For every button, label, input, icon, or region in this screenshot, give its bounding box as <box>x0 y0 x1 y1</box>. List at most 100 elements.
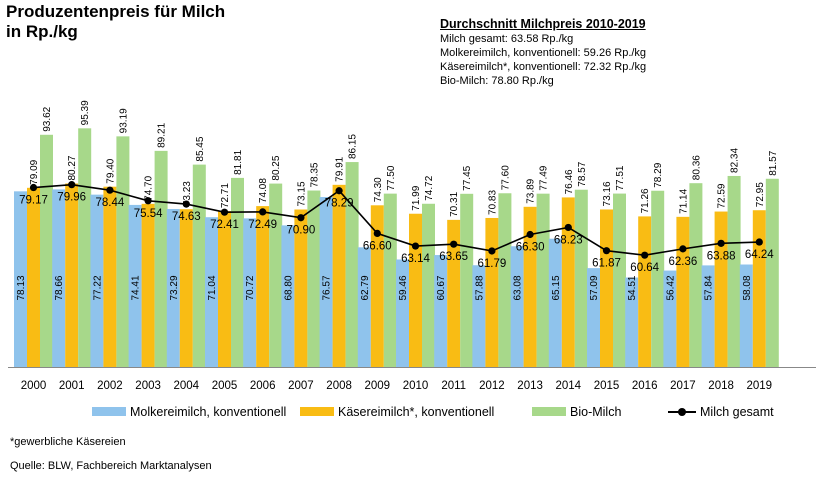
data-label-milch-gesamt: 64.24 <box>745 249 774 261</box>
data-label-milch-gesamt: 78.44 <box>96 197 125 209</box>
data-label-kaesereimilch: 71.99 <box>411 185 422 210</box>
x-tick-label: 2011 <box>441 380 466 392</box>
x-tick-label: 2006 <box>250 380 276 392</box>
bar-molkereimilch <box>128 204 142 367</box>
bar-molkereimilch <box>357 247 371 367</box>
bar-molkereimilch <box>90 194 104 367</box>
data-label-milch-gesamt: 66.30 <box>516 242 545 254</box>
bar-kaesereimilch <box>179 209 193 367</box>
data-label-bio-milch: 93.19 <box>118 108 129 133</box>
bar-bio-milch <box>765 178 779 367</box>
point-milch-gesamt <box>450 240 458 248</box>
x-tick-label: 2004 <box>174 380 200 392</box>
data-label-molkereimilch: 73.29 <box>169 275 180 300</box>
x-tick-label: 2014 <box>556 380 582 392</box>
data-label-bio-milch: 86.15 <box>348 134 359 159</box>
bar-molkereimilch <box>243 218 257 367</box>
bar-kaesereimilch <box>752 210 766 367</box>
data-label-milch-gesamt: 68.23 <box>554 234 583 246</box>
bar-kaesereimilch <box>294 209 308 367</box>
data-label-kaesereimilch: 71.26 <box>640 188 651 213</box>
bar-bio-milch <box>422 203 435 367</box>
legend-label-kaesereimilch: Käsereimilch*, konventionell <box>338 405 495 419</box>
x-tick-label: 2008 <box>326 380 352 392</box>
data-label-molkereimilch: 68.80 <box>283 275 294 300</box>
bar-bio-milch <box>727 175 741 367</box>
legend-swatch-molkereimilch <box>92 407 126 417</box>
bar-kaesereimilch <box>65 183 79 367</box>
data-label-bio-milch: 78.57 <box>577 161 588 186</box>
x-tick-label: 2000 <box>21 380 47 392</box>
point-milch-gesamt <box>220 208 229 216</box>
data-label-molkereimilch: 58.08 <box>742 275 753 300</box>
bar-kaesereimilch <box>103 186 117 367</box>
x-tick-label: 2018 <box>708 380 734 392</box>
point-milch-gesamt <box>641 251 649 259</box>
bar-kaesereimilch <box>523 206 537 367</box>
data-label-kaesereimilch: 80.27 <box>67 155 78 180</box>
data-label-kaesereimilch: 70.83 <box>487 190 498 215</box>
bar-kaesereimilch <box>676 216 690 367</box>
bar-kaesereimilch <box>600 209 613 367</box>
bar-bio-milch <box>536 193 550 367</box>
footnote: *gewerbliche Käsereien <box>10 436 126 448</box>
data-label-milch-gesamt: 61.87 <box>592 258 621 270</box>
bar-kaesereimilch <box>256 206 270 367</box>
data-label-bio-milch: 81.57 <box>768 150 779 175</box>
data-label-milch-gesamt: 60.64 <box>630 262 659 274</box>
x-tick-label: 2010 <box>403 380 429 392</box>
legend-swatch-kaesereimilch <box>300 407 334 417</box>
bar-bio-milch <box>613 193 626 367</box>
x-tick-label: 2005 <box>212 380 238 392</box>
legend-swatch-bio-milch <box>532 407 566 417</box>
data-label-bio-milch: 77.60 <box>500 165 511 190</box>
point-milch-gesamt <box>259 208 267 216</box>
data-label-molkereimilch: 77.22 <box>92 275 103 300</box>
point-milch-gesamt <box>29 183 38 192</box>
bar-bio-milch <box>78 128 92 367</box>
bar-bio-milch <box>460 193 474 367</box>
data-label-molkereimilch: 78.66 <box>54 275 65 300</box>
point-milch-gesamt <box>755 238 763 246</box>
data-label-molkereimilch: 54.51 <box>627 275 638 300</box>
bar-kaesereimilch <box>447 219 461 367</box>
bar-kaesereimilch <box>714 211 728 367</box>
milk-price-chart: 78.13 79.09 93.62 78.66 80.27 95.39 77.22 79.40… <box>8 100 816 392</box>
bar-molkereimilch <box>701 265 715 367</box>
data-label-kaesereimilch: 73.89 <box>526 178 537 203</box>
legend-item-milch-gesamt: Milch gesamt <box>668 404 774 420</box>
legend-item-bio-milch: Bio-Milch <box>532 404 621 420</box>
data-label-milch-gesamt: 72.49 <box>248 219 277 231</box>
point-milch-gesamt <box>297 214 305 222</box>
bar-molkereimilch <box>434 255 448 367</box>
data-label-kaesereimilch: 79.40 <box>105 158 116 183</box>
bar-molkereimilch <box>396 259 409 367</box>
data-label-milch-gesamt: 75.54 <box>134 208 163 220</box>
legend-item-molkereimilch: Molkereimilch, konventionell <box>92 404 286 420</box>
bar-bio-milch <box>116 136 130 367</box>
data-label-molkereimilch: 57.88 <box>474 275 485 300</box>
point-milch-gesamt <box>106 186 114 194</box>
data-label-kaesereimilch: 73.23 <box>182 181 193 206</box>
data-label-molkereimilch: 57.84 <box>704 275 715 300</box>
data-label-milch-gesamt: 79.96 <box>57 192 86 204</box>
legend-label-bio-milch: Bio-Milch <box>570 405 622 419</box>
bar-molkereimilch <box>510 246 524 367</box>
x-tick-label: 2002 <box>97 380 123 392</box>
legend-label-molkereimilch: Molkereimilch, konventionell <box>130 405 287 419</box>
bar-bio-milch <box>269 183 283 367</box>
bar-layer <box>14 128 779 367</box>
data-label-kaesereimilch: 71.14 <box>678 188 689 213</box>
summary-line-bio-milch: Bio-Milch: 78.80 Rp./kg <box>440 75 554 87</box>
bar-molkereimilch <box>472 265 486 367</box>
bar-bio-milch <box>345 162 359 367</box>
chart-title-line-2: in Rp./kg <box>6 22 78 41</box>
legend-label-milch-gesamt: Milch gesamt <box>700 405 774 419</box>
x-tick-label: 2015 <box>594 380 620 392</box>
summary-line-milch-gesamt: Milch gesamt: 63.58 Rp./kg <box>440 33 574 45</box>
data-label-kaesereimilch: 72.95 <box>755 182 766 207</box>
point-milch-gesamt <box>335 187 343 195</box>
data-label-molkereimilch: 74.41 <box>131 275 142 300</box>
data-label-bio-milch: 78.35 <box>309 162 320 187</box>
point-milch-gesamt <box>526 230 534 239</box>
